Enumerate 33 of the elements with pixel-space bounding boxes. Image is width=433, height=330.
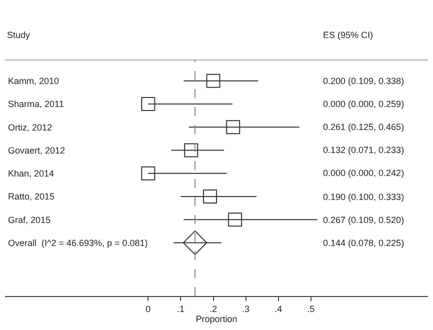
point: [202, 190, 217, 204]
point: [141, 166, 156, 180]
point: [184, 143, 198, 158]
annotation: 0.144 (0.078, 0.225): [323, 238, 404, 248]
text: Study: [7, 30, 31, 40]
x-tick-label: .2: [209, 304, 218, 314]
annotation: 0.000 (0.000, 0.259): [323, 99, 404, 109]
annotation: 0.261 (0.125, 0.465): [323, 122, 404, 132]
point: [228, 212, 242, 227]
text: ES (95% CI): [323, 30, 374, 40]
annotation: 0.000 (0.000, 0.242): [323, 168, 404, 178]
annotation: 0.190 (0.100, 0.333): [323, 192, 404, 202]
y-tick-label: Ortiz, 2012: [8, 122, 52, 132]
y-tick-label: Overall (I^2 = 46.693%, p = 0.081): [8, 238, 148, 248]
annotation: 0.267 (0.109, 0.520): [323, 215, 404, 225]
y-tick-label: Kamm, 2010: [8, 76, 60, 86]
point: [141, 96, 156, 111]
y-tick-label: Khan, 2014: [8, 168, 54, 179]
x-axis-title: Proportion: [196, 314, 238, 324]
y-tick-label: Graf, 2015: [8, 214, 51, 225]
point: [206, 74, 220, 88]
x-tick-label: .3: [242, 304, 250, 314]
y-tick-label: Sharma, 2011: [8, 99, 64, 110]
x-tick-label: 0: [146, 304, 151, 314]
point: [226, 120, 240, 134]
x-tick-label: .5: [307, 304, 315, 314]
annotation: 0.132 (0.071, 0.233): [323, 145, 404, 155]
y-tick-label: Govaert, 2012: [8, 145, 66, 156]
annotation: 0.200 (0.109, 0.338): [323, 76, 404, 86]
x-tick-label: .1: [176, 304, 184, 314]
y-tick-label: Ratto, 2015: [8, 192, 55, 202]
point: [182, 230, 208, 255]
x-tick-label: .4: [274, 304, 282, 314]
